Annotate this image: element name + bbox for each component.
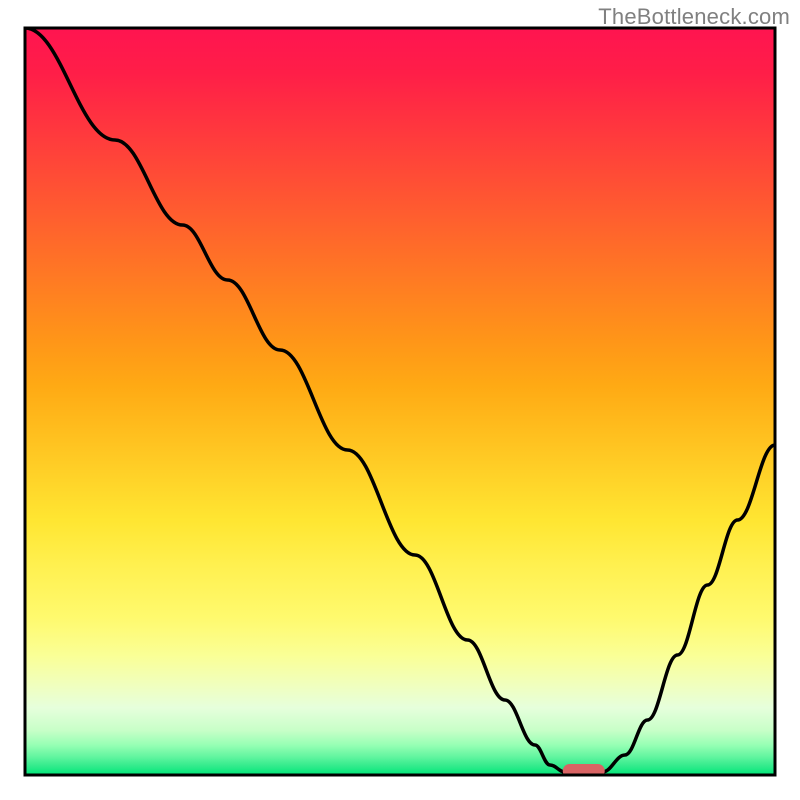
chart-svg [0, 0, 800, 800]
chart-container: TheBottleneck.com [0, 0, 800, 800]
watermark-text: TheBottleneck.com [598, 4, 790, 30]
plot-background [25, 28, 775, 775]
